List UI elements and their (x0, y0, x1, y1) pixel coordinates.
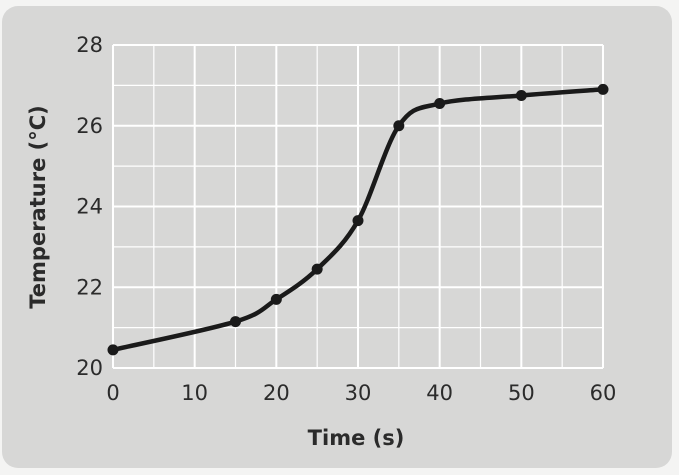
data-point (597, 83, 609, 95)
x-tick-label: 50 (508, 381, 535, 405)
x-tick-label: 30 (345, 381, 372, 405)
y-tick-label: 24 (76, 195, 103, 219)
data-point (515, 89, 527, 101)
y-axis-title: Temperature (°C) (26, 105, 50, 308)
x-tick-label: 0 (106, 381, 119, 405)
data-point (311, 263, 323, 275)
x-axis-title: Time (s) (308, 426, 405, 450)
y-tick-label: 28 (76, 33, 103, 57)
y-tick-label: 20 (76, 356, 103, 380)
y-tick-label: 26 (76, 114, 103, 138)
data-point (230, 316, 241, 328)
x-tick-label: 20 (263, 381, 290, 405)
data-point (352, 215, 364, 227)
data-point (393, 120, 405, 132)
x-tick-label: 40 (426, 381, 453, 405)
y-tick-label: 22 (76, 275, 103, 299)
x-tick-label: 60 (590, 381, 617, 405)
data-points (107, 83, 609, 356)
x-tick-label: 10 (181, 381, 208, 405)
data-point (107, 344, 119, 356)
data-point (434, 98, 446, 110)
data-point (270, 293, 282, 305)
tick-labels: 0 10 20 30 40 50 60 20 22 24 26 28 (76, 33, 616, 405)
